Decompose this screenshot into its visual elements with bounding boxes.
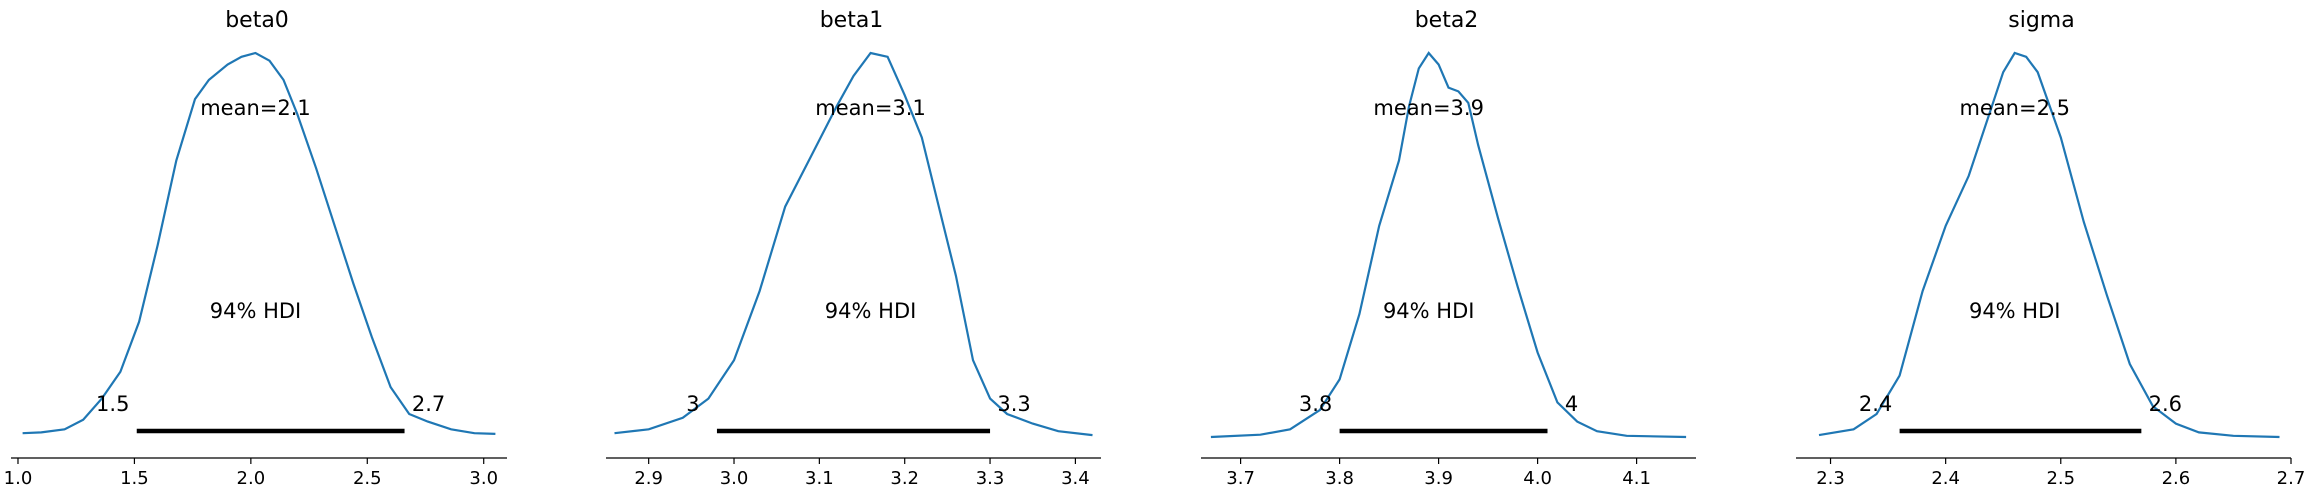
x-tick-label: 2.3 [1816, 468, 1845, 489]
x-tick-label: 2.7 [2277, 468, 2304, 489]
hdi-high-label: 4 [1565, 392, 1578, 416]
x-tick-label: 3.7 [1226, 468, 1255, 489]
x-tick-label: 3.0 [469, 468, 498, 489]
hdi-low-label: 3 [686, 392, 699, 416]
x-tick-label: 3.0 [720, 468, 749, 489]
panel-title: beta1 [820, 8, 884, 33]
hdi-label: 94% HDI [825, 299, 917, 323]
x-tick-label: 4.0 [1523, 468, 1552, 489]
x-tick-label: 2.5 [353, 468, 382, 489]
kde-curve [22, 51, 496, 435]
mean-label: mean=2.5 [1959, 96, 2070, 120]
hdi-label: 94% HDI [1969, 299, 2061, 323]
mean-label: mean=3.9 [1373, 96, 1484, 120]
x-tick-label: 2.0 [237, 468, 266, 489]
kde-curve [1818, 51, 2280, 439]
x-tick-label: 3.1 [805, 468, 834, 489]
hdi-label: 94% HDI [210, 299, 302, 323]
panel-title: sigma [2008, 8, 2074, 33]
posterior-panel-beta2: beta2 mean=3.9 94% HDI 3.8 4 3.7 3.8 3.9 4.0 4.1 [1201, 8, 1696, 489]
x-tick-label: 3.4 [1061, 468, 1090, 489]
x-tick-label: 3.8 [1325, 468, 1354, 489]
panel-title: beta0 [225, 8, 289, 33]
posterior-panel-beta1: beta1 mean=3.1 94% HDI 3 3.3 2.9 3.0 3.1 3.2 3.3 3… [606, 8, 1101, 489]
x-tick-label: 4.1 [1622, 468, 1651, 489]
hdi-high-label: 3.3 [997, 392, 1030, 416]
hdi-low-label: 1.5 [96, 392, 129, 416]
x-tick-label: 2.5 [2046, 468, 2075, 489]
x-tick-label: 3.9 [1424, 468, 1453, 489]
x-tick-label: 3.3 [976, 468, 1005, 489]
kde-curve [1210, 51, 1687, 439]
x-tick-label: 3.2 [890, 468, 919, 489]
x-tick-label: 2.9 [634, 468, 663, 489]
x-tick-label: 1.0 [4, 468, 33, 489]
kde-curve [614, 51, 1093, 437]
hdi-low-label: 2.4 [1859, 392, 1892, 416]
mean-label: mean=2.1 [200, 96, 311, 120]
hdi-low-label: 3.8 [1299, 392, 1332, 416]
x-tick-label: 2.6 [2162, 468, 2191, 489]
x-tick-label: 2.4 [1931, 468, 1960, 489]
posterior-panel-beta0: beta0 mean=2.1 94% HDI 1.5 2.7 1.0 1.5 2.0 2.5 3.… [4, 8, 507, 489]
mean-label: mean=3.1 [815, 96, 926, 120]
posterior-panel-sigma: sigma mean=2.5 94% HDI 2.4 2.6 2.3 2.4 2.5 2.6 2.… [1796, 8, 2304, 489]
hdi-label: 94% HDI [1383, 299, 1475, 323]
hdi-high-label: 2.7 [412, 392, 445, 416]
hdi-high-label: 2.6 [2149, 392, 2182, 416]
x-tick-label: 1.5 [120, 468, 149, 489]
panel-title: beta2 [1415, 8, 1479, 33]
